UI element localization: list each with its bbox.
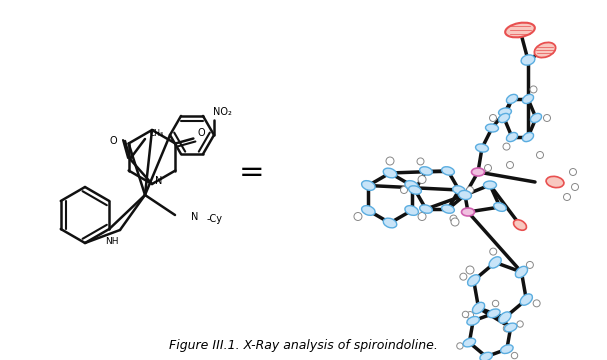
Circle shape [530,86,537,93]
Circle shape [543,114,551,122]
Ellipse shape [461,208,475,216]
Circle shape [466,266,474,274]
Ellipse shape [362,206,375,215]
Text: =: = [239,158,265,187]
Ellipse shape [419,167,432,175]
Text: N: N [191,212,198,222]
Ellipse shape [523,94,534,104]
Circle shape [418,175,426,184]
Circle shape [563,194,571,201]
Ellipse shape [489,257,501,268]
Ellipse shape [520,294,532,305]
Ellipse shape [487,309,500,318]
Ellipse shape [383,168,397,178]
Circle shape [386,157,394,165]
Circle shape [503,325,510,332]
Ellipse shape [523,132,534,141]
Ellipse shape [498,113,509,123]
Ellipse shape [498,108,512,116]
Ellipse shape [405,206,418,215]
Circle shape [533,300,540,307]
Ellipse shape [531,113,541,123]
Text: O: O [109,136,117,146]
Ellipse shape [442,205,455,213]
Text: N: N [155,176,163,186]
Circle shape [451,218,459,226]
Ellipse shape [419,205,432,213]
Ellipse shape [515,266,527,278]
Ellipse shape [409,186,421,194]
Ellipse shape [383,218,397,228]
Circle shape [503,143,510,150]
Circle shape [467,311,473,319]
Ellipse shape [484,181,497,189]
Circle shape [484,165,492,171]
Ellipse shape [505,23,535,37]
Circle shape [492,300,499,307]
Ellipse shape [514,220,526,230]
Ellipse shape [506,132,518,141]
Text: NH: NH [105,238,119,247]
Ellipse shape [467,275,480,286]
Text: Figure III.1. X-Ray analysis of spiroindoline.: Figure III.1. X-Ray analysis of spiroind… [169,339,438,352]
Ellipse shape [504,323,517,332]
Ellipse shape [467,316,480,325]
Circle shape [526,261,534,269]
Ellipse shape [362,181,375,190]
Circle shape [354,212,362,220]
Ellipse shape [475,144,489,152]
Ellipse shape [472,302,484,314]
Ellipse shape [442,167,455,175]
Ellipse shape [499,312,511,323]
Text: O: O [197,129,205,139]
Ellipse shape [472,168,484,176]
Circle shape [401,186,407,194]
Ellipse shape [521,55,535,65]
Ellipse shape [458,190,472,199]
Circle shape [537,152,543,158]
Ellipse shape [486,124,498,132]
Circle shape [463,311,469,318]
Circle shape [511,352,518,359]
Circle shape [417,158,424,165]
Circle shape [490,248,497,255]
Ellipse shape [453,186,466,194]
Circle shape [450,215,457,222]
Ellipse shape [506,94,518,104]
Circle shape [489,114,497,122]
Circle shape [456,343,463,349]
Circle shape [467,186,473,194]
Ellipse shape [463,338,476,347]
Ellipse shape [501,345,513,354]
Circle shape [460,273,467,280]
Ellipse shape [480,352,492,360]
Text: CH₃: CH₃ [150,130,164,139]
Circle shape [569,168,577,175]
Circle shape [418,212,426,220]
Text: -Cy: -Cy [207,214,223,224]
Circle shape [506,162,514,168]
Ellipse shape [546,176,564,188]
Circle shape [572,184,578,190]
Ellipse shape [493,203,506,211]
Ellipse shape [534,42,555,58]
Ellipse shape [405,181,418,190]
Circle shape [517,321,523,327]
Text: NO₂: NO₂ [212,107,231,117]
